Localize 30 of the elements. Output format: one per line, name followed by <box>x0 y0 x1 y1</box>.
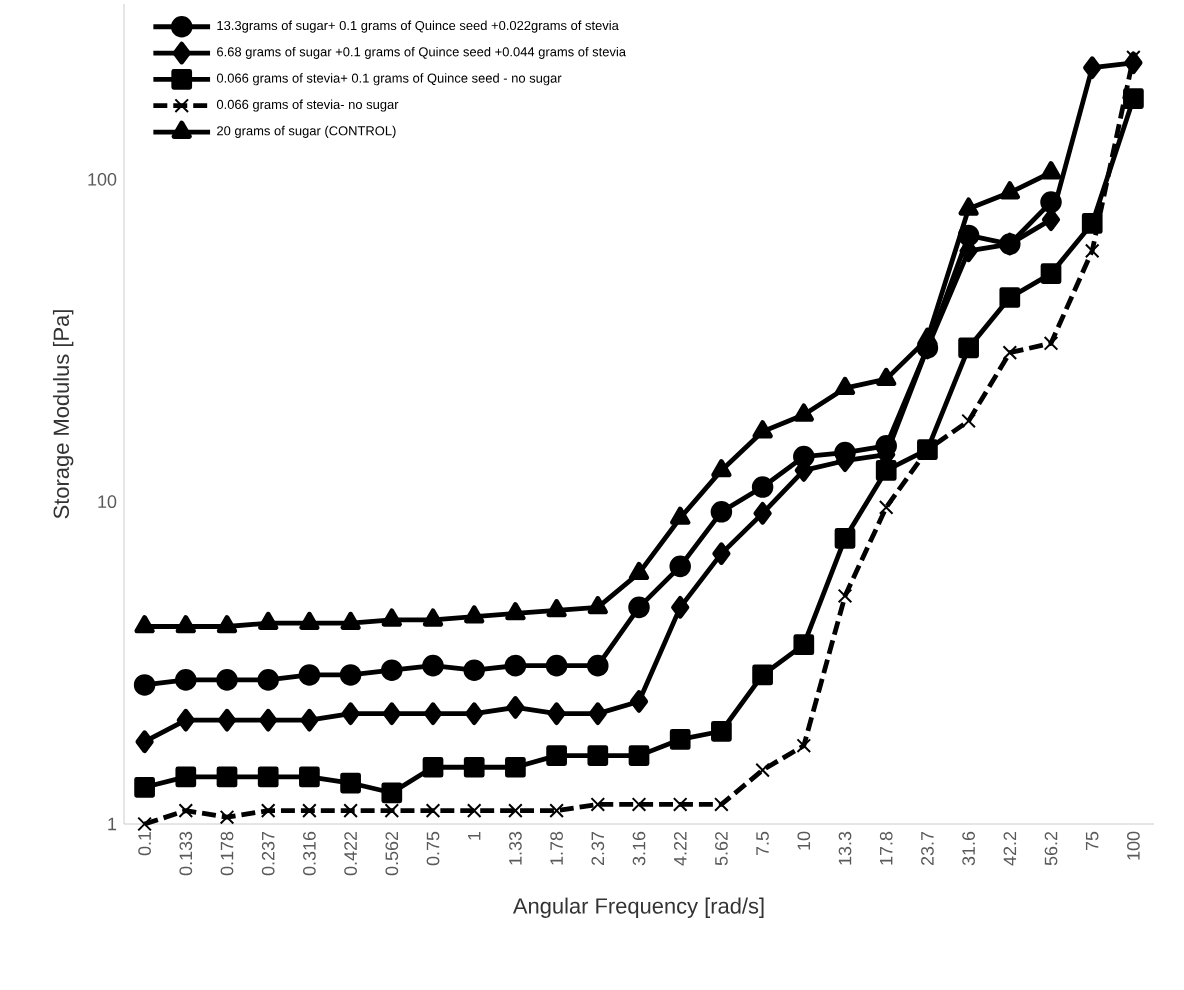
x-tick-label: 10 <box>797 831 811 850</box>
x-tick-label: 0.562 <box>385 831 399 876</box>
x-tick-label: 56.2 <box>1044 831 1058 866</box>
y-axis-title: Storage Modulus [Pa] <box>52 310 74 519</box>
x-tick-label: 1.78 <box>550 831 563 865</box>
x-tick-label: 75 <box>1085 831 1099 851</box>
y-tick-label: 10 <box>98 495 117 509</box>
x-tick-label: 0.422 <box>344 831 357 876</box>
x-tick-label: 23.7 <box>921 831 934 866</box>
x-tick-label: 5.62 <box>715 831 728 866</box>
x-tick-label: 1.33 <box>509 831 522 865</box>
x-tick-label: 0.133 <box>179 831 193 876</box>
y-tick-label: 100 <box>88 172 117 186</box>
y-tick-label: 1 <box>108 817 117 831</box>
x-tick-label: 31.6 <box>962 831 975 866</box>
x-tick-label: 17.8 <box>879 831 893 865</box>
x-tick-label: 0.75 <box>426 831 440 866</box>
x-tick-label: 4.22 <box>673 831 687 866</box>
x-axis-title: Angular Frequency [rad/s] <box>512 897 764 918</box>
x-tick-label: 3.16 <box>632 831 646 866</box>
x-tick-label: 1 <box>468 831 481 840</box>
x-tick-label: 2.37 <box>591 831 605 866</box>
x-tick-label: 0.1 <box>138 831 151 856</box>
x-tick-label: 100 <box>1127 831 1140 860</box>
x-tick-label: 0.178 <box>220 831 234 876</box>
x-tick-label: 13.3 <box>838 831 852 865</box>
x-tick-label: 7.5 <box>756 831 769 856</box>
x-tick-label: 0.316 <box>303 831 316 876</box>
x-tick-label: 0.237 <box>261 831 275 876</box>
x-tick-label: 42.2 <box>1003 831 1017 866</box>
